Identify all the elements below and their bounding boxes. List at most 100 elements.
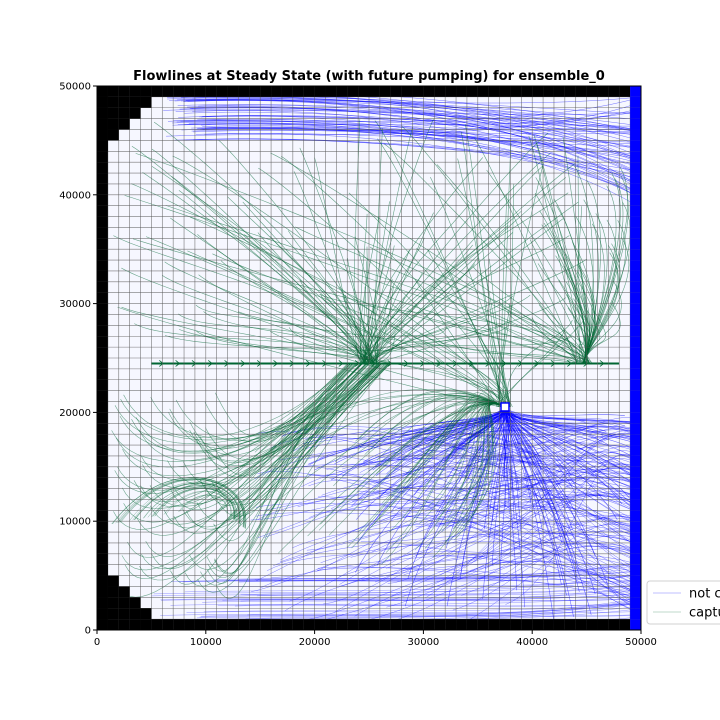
constant-head-cell [630,96,641,108]
flowline-captured [214,363,348,437]
inactive-cell [553,86,565,97]
inactive-cell [97,379,108,391]
constant-head-cell [630,499,641,511]
y-tick-label: 20000 [59,408,91,419]
flowline-captured [348,192,509,408]
inactive-cell [260,619,272,630]
flowline-captured [372,201,579,364]
constant-head-cell [630,455,641,467]
flowline-not-captured [504,406,641,475]
flowline-not-captured [308,479,636,560]
inactive-cell [401,619,413,630]
inactive-cell [303,86,315,97]
inactive-cell [412,619,424,630]
flowline-not-captured [480,493,636,532]
flowline-captured [338,286,504,408]
inactive-cell [118,118,130,130]
flowline-not-captured [386,524,636,608]
flowline-captured [433,312,585,364]
flowline-not-captured [185,98,636,173]
pumping-well [500,402,510,412]
flowline-not-captured [319,548,636,622]
flowline-not-captured [500,406,512,492]
inactive-cell [97,96,108,108]
flowline-not-captured [240,573,636,595]
x-tick-label: 40000 [516,637,548,648]
flowline-captured [114,363,355,494]
inactive-cell [129,608,141,620]
inactive-cell [107,608,119,620]
constant-head-cell [630,542,641,554]
inactive-cell [369,619,380,630]
inactive-cell [184,86,195,97]
flowline-captured [131,145,370,364]
flowline-not-captured [321,460,636,496]
inactive-cell [97,455,108,467]
flowline-not-captured [234,603,636,607]
flowline-captured [288,327,374,364]
flowline-not-captured [452,522,636,611]
flowline-captured [504,330,565,408]
constant-head-cell [630,564,641,576]
flowline-captured [328,403,506,536]
inactive-cell [97,586,108,598]
flowline-not-captured [347,535,636,624]
flowline-not-captured [259,425,636,512]
flowline-not-captured [307,406,506,465]
constant-head-cell [630,390,641,402]
inactive-cell [456,619,467,630]
drain-arrow [583,360,589,367]
inactive-cell [118,586,130,598]
flowline-captured [134,483,240,524]
flowline-not-captured [203,602,636,613]
legend: not captured captured [646,580,720,625]
flowline-not-captured [504,406,525,608]
flowline-captured [318,403,506,531]
inactive-cell [97,445,108,456]
flowline-not-captured [423,517,636,591]
inactive-cell [575,86,587,97]
drain-arrow [354,360,360,367]
flowline-captured [363,126,414,364]
flowline-captured [401,125,578,364]
inactive-cell [107,586,119,598]
flowline-captured [151,487,236,520]
flowline-captured [472,266,586,364]
inactive-cell [456,86,467,97]
flowline-captured [359,216,380,364]
flowline-not-captured [439,406,506,445]
inactive-cell [118,86,130,97]
flowline-captured [293,171,370,364]
inactive-cell [216,619,228,630]
flowline-captured [142,485,238,522]
drain-arrow [224,360,230,367]
inactive-cell [107,107,119,119]
drain-arrow [550,360,556,367]
x-tick-label: 30000 [407,637,439,648]
inactive-cell [97,477,108,489]
inactive-cell [575,619,587,630]
constant-head-cell [630,140,641,152]
flowline-not-captured [260,552,636,589]
flowline-captured [216,363,361,599]
flowline-not-captured [202,128,636,155]
flowline-captured [197,363,391,593]
constant-head-cell [630,118,641,130]
inactive-cell [97,466,108,478]
flowline-not-captured [320,541,636,564]
flowline-captured [299,147,370,364]
flowline-captured [445,403,506,543]
flowline-not-captured [301,442,636,488]
flowline-captured [147,486,237,521]
constant-head-cell [630,586,641,598]
flowline-captured [170,363,359,510]
inactive-cell [292,86,304,97]
flowline-not-captured [204,126,636,143]
flowline-not-captured [177,123,636,132]
constant-head-cell [630,303,641,315]
flowline-not-captured [412,494,636,508]
flowline-captured [373,177,567,364]
constant-head-cell [630,216,641,228]
constant-head-cell [630,107,641,119]
inactive-cell [488,619,500,630]
